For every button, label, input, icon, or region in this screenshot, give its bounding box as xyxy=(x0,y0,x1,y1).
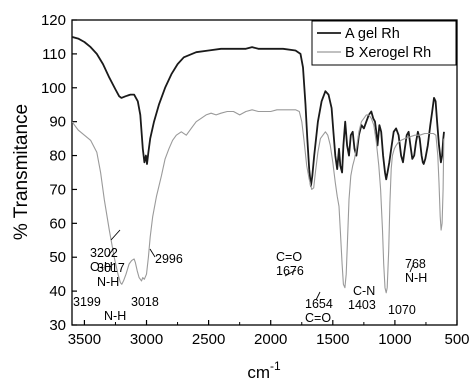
peak-annotation-line: 3017 xyxy=(97,261,125,275)
y-tick-label: 120 xyxy=(41,12,66,29)
y-tick-label: 30 xyxy=(49,317,66,334)
peak-annotation: 3202 O-H xyxy=(90,246,118,274)
y-axis-label: % Transmitance xyxy=(11,104,32,240)
x-axis-label-base: cm xyxy=(247,363,270,382)
peak-annotation: 2996 xyxy=(155,252,183,266)
peak-annotation-line: O-H xyxy=(90,260,113,274)
peak-annotation-line: 2996 xyxy=(155,252,183,266)
annotation-pointer xyxy=(107,247,115,257)
annotation-pointer xyxy=(110,229,121,241)
peak-annotation-line: N-H xyxy=(405,271,427,285)
y-tick-label: 60 xyxy=(49,215,66,232)
peak-annotation-line: 1676 xyxy=(276,264,304,278)
y-tick-label: 50 xyxy=(49,249,66,266)
peak-annotation-line: N-H xyxy=(97,275,119,289)
peak-annotation-line: 3018 xyxy=(131,295,159,309)
x-tick-label: 3000 xyxy=(130,331,163,348)
peak-annotation: 768 N-H xyxy=(405,257,427,285)
legend-label: A gel Rh xyxy=(345,26,400,42)
peak-annotation: 3018 xyxy=(131,295,159,309)
annotation-pointer xyxy=(315,291,321,301)
peak-annotation-line: 1654 xyxy=(305,297,333,311)
peak-annotation-line: N-H xyxy=(104,309,126,323)
peak-annotation-line: 1070 xyxy=(388,303,416,317)
plot-frame xyxy=(71,19,458,326)
peak-annotation: 1070 xyxy=(388,303,416,317)
annotation-pointer xyxy=(149,248,156,258)
annotation-pointer xyxy=(409,264,414,273)
series-line-b xyxy=(72,109,445,294)
y-tick-label: 80 xyxy=(49,148,66,165)
series-layer xyxy=(72,36,445,294)
peak-annotation: 3017 N-H xyxy=(97,261,125,289)
peak-annotation-line: 3202 xyxy=(90,246,118,260)
legend-label: B Xerogel Rh xyxy=(345,45,431,61)
peak-annotation-line: 1403 xyxy=(348,298,376,312)
y-axis: 30 40 50 60 70 80 90 100 110 120 xyxy=(41,12,77,334)
x-tick-label: 500 xyxy=(444,331,469,348)
x-tick-label: 1000 xyxy=(378,331,411,348)
x-tick-label: 2500 xyxy=(192,331,225,348)
x-axis: 3500 3000 2500 2000 1500 1000 500 xyxy=(68,320,470,348)
x-tick-label: 2000 xyxy=(254,331,287,348)
peak-annotation-line: C=O xyxy=(305,311,331,325)
legend-box xyxy=(311,20,457,66)
y-tick-label: 110 xyxy=(42,46,66,63)
peak-annotation-line: 768 xyxy=(405,257,426,271)
peak-annotation-line: 3199 xyxy=(73,295,101,309)
legend: A gel Rh B Xerogel Rh xyxy=(311,20,457,66)
annotation-pointer xyxy=(284,269,297,277)
peak-annotation: 3199 xyxy=(73,295,101,309)
series-line-a xyxy=(72,36,445,187)
peak-annotation: C=O 1676 xyxy=(276,250,304,278)
y-tick-label: 100 xyxy=(41,80,66,97)
peak-annotation: 1654 C=O xyxy=(305,297,333,325)
peak-annotation: N-H xyxy=(104,309,126,323)
x-tick-label: 3500 xyxy=(68,331,101,348)
x-axis-label-superscript: -1 xyxy=(270,359,281,373)
y-tick-label: 70 xyxy=(49,181,66,198)
y-tick-label: 40 xyxy=(49,283,66,300)
x-tick-label: 1500 xyxy=(316,331,349,348)
peak-annotation-line: C-N xyxy=(353,284,375,298)
x-axis-label: cm-1 xyxy=(247,359,281,382)
peak-annotation: C-N xyxy=(353,284,375,298)
peak-annotation: 1403 xyxy=(348,298,376,312)
y-tick-label: 90 xyxy=(49,114,66,131)
peak-annotation-line: C=O xyxy=(276,250,302,264)
